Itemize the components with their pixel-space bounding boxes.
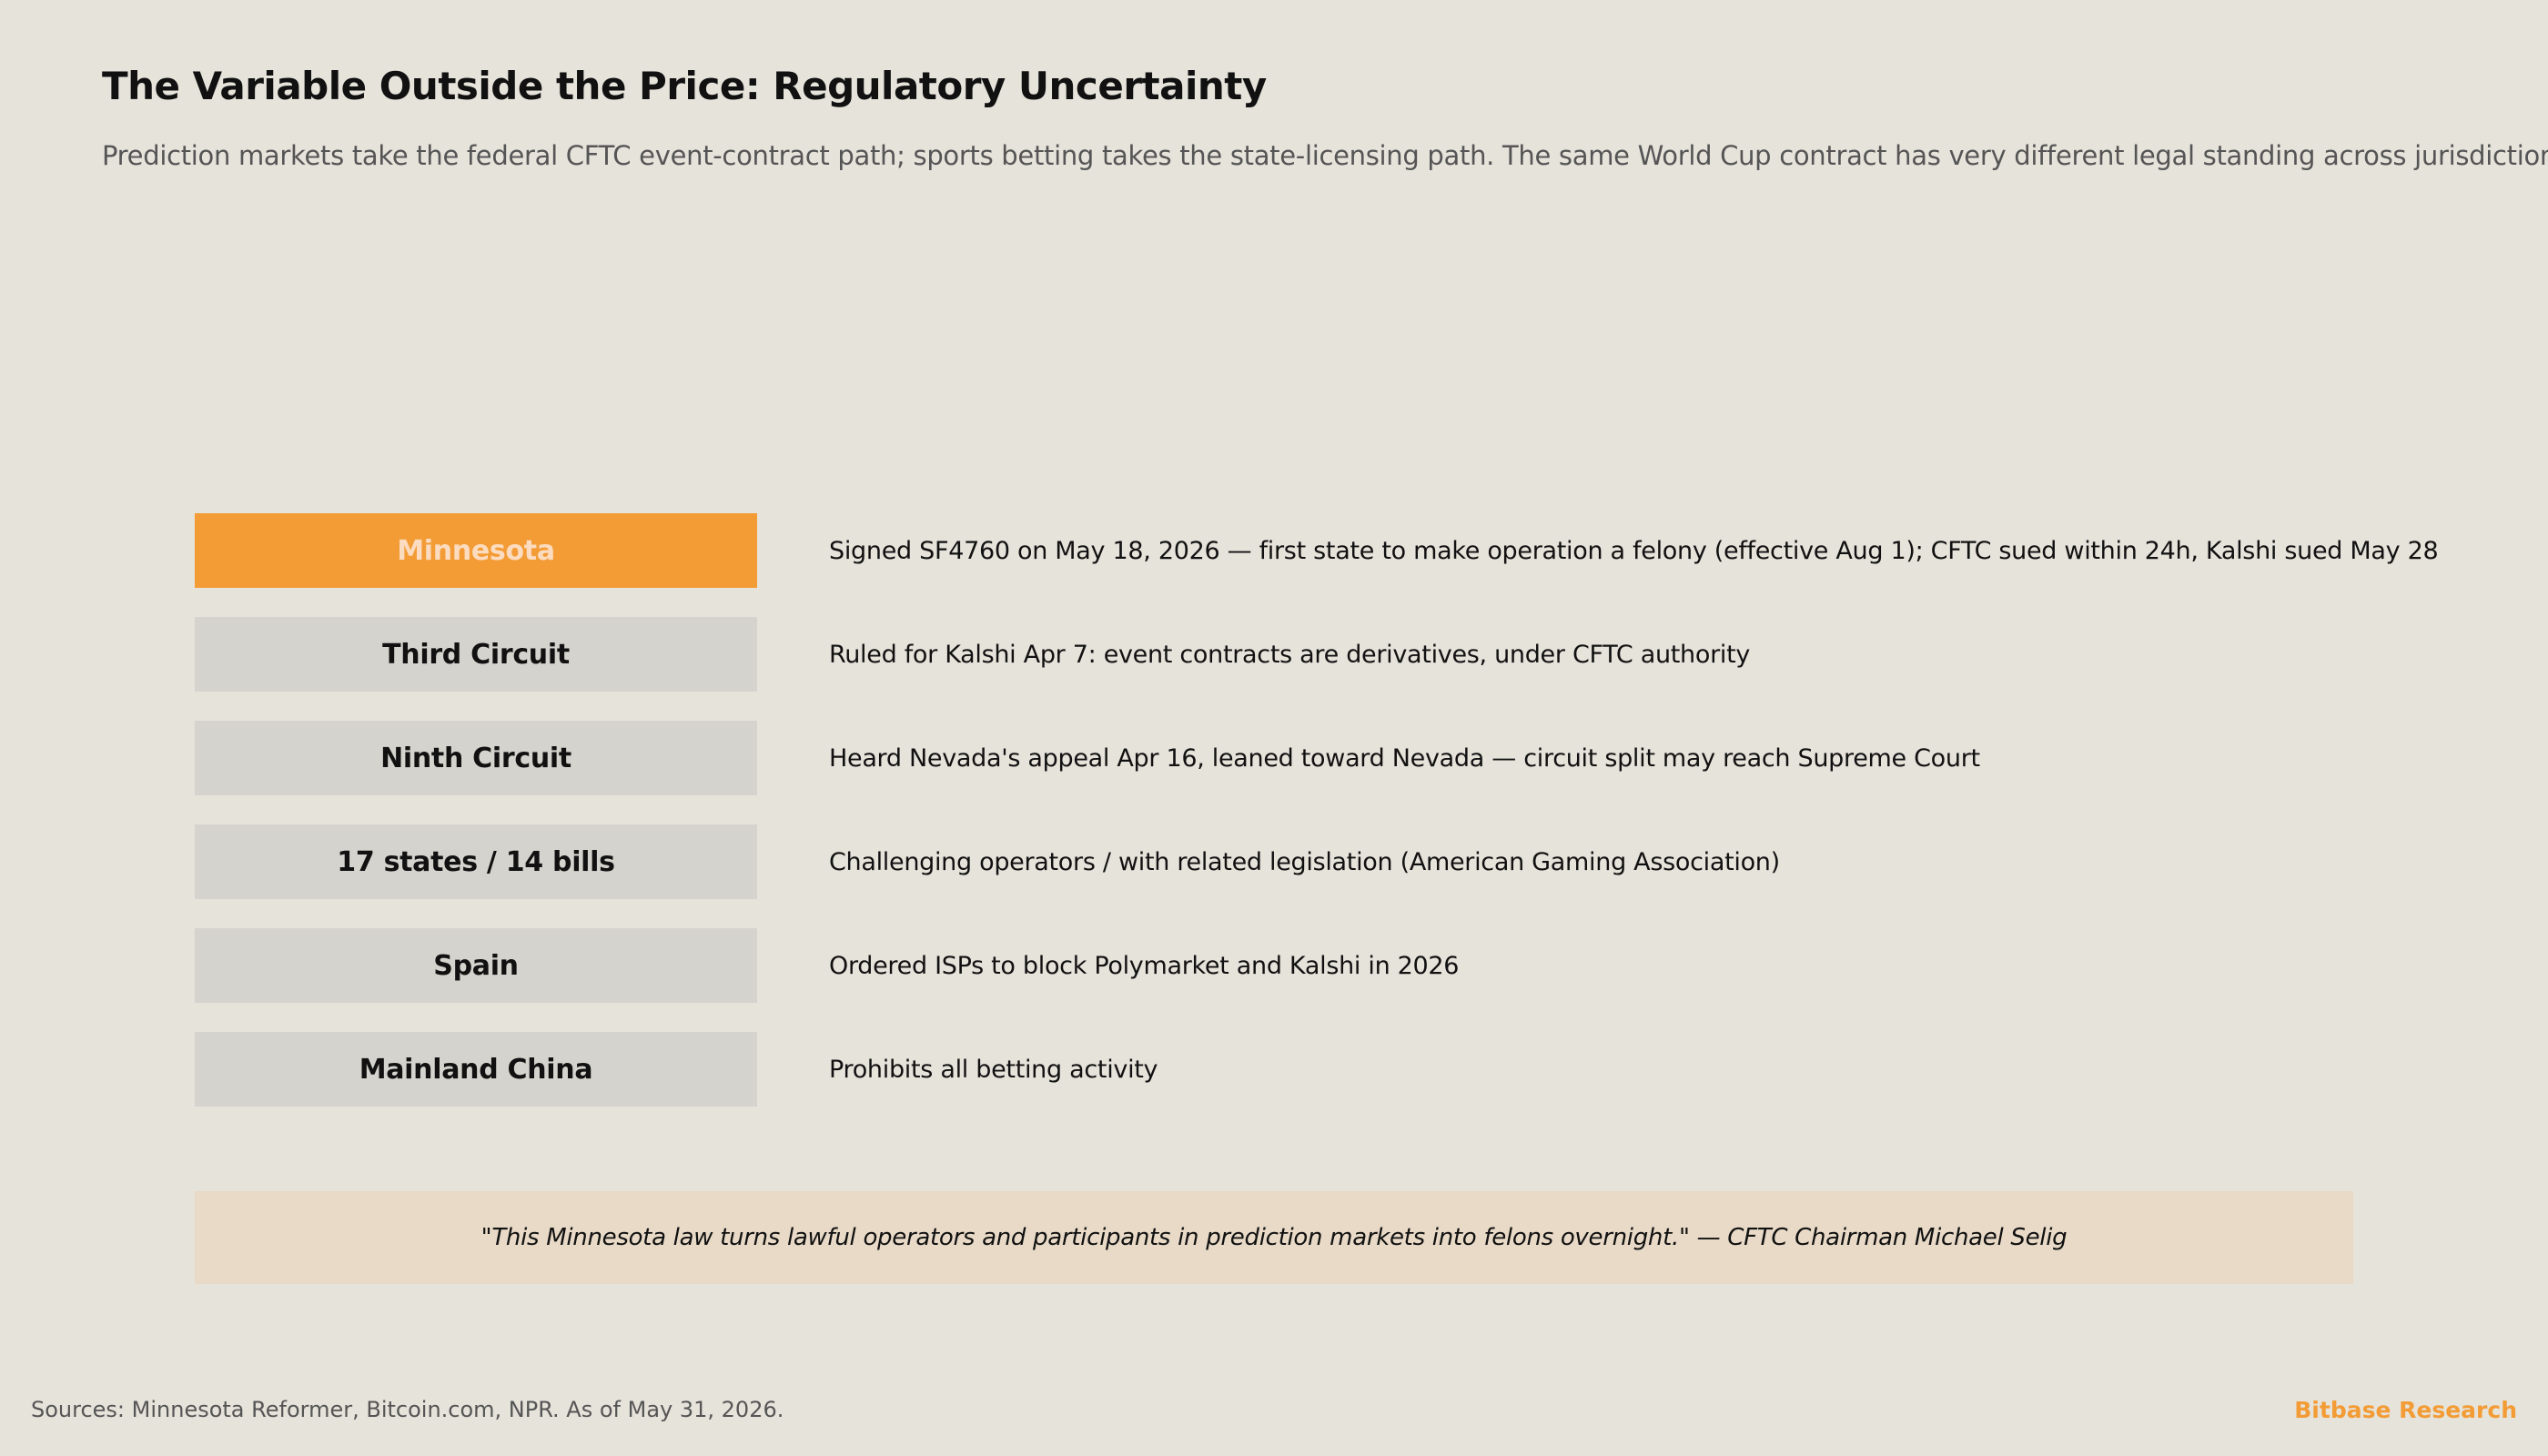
subtitle: Prediction markets take the federal CFTC… <box>102 140 2548 171</box>
row-description: Heard Nevada's appeal Apr 16, leaned tow… <box>829 743 1980 773</box>
brand: Bitbase Research <box>2294 1397 2517 1423</box>
row-label: Mainland China <box>195 1032 757 1107</box>
row: Ninth Circuit Heard Nevada's appeal Apr 1… <box>195 721 2379 795</box>
row-description: Challenging operators / with related leg… <box>829 847 1780 876</box>
row-label: Third Circuit <box>195 617 757 692</box>
row-label: 17 states / 14 bills <box>195 824 757 899</box>
row-label: Spain <box>195 928 757 1003</box>
row: 17 states / 14 bills Challenging operator… <box>195 824 2379 899</box>
row: Spain Ordered ISPs to block Polymarket an… <box>195 928 2379 1003</box>
row-label: Minnesota <box>195 513 757 588</box>
row-description: Prohibits all betting activity <box>829 1055 1158 1084</box>
title: The Variable Outside the Price: Regulato… <box>102 64 1267 108</box>
jurisdiction-list: Minnesota Signed SF4760 on May 18, 2026 —… <box>195 513 2439 1136</box>
row: Mainland China Prohibits all betting acti… <box>195 1032 2379 1107</box>
row-description: Ordered ISPs to block Polymarket and Kal… <box>829 951 1460 980</box>
row-description: Signed SF4760 on May 18, 2026 — first st… <box>829 536 2439 565</box>
sources: Sources: Minnesota Reformer, Bitcoin.com… <box>31 1397 784 1422</box>
row: Third Circuit Ruled for Kalshi Apr 7: eve… <box>195 617 2379 692</box>
row: Minnesota Signed SF4760 on May 18, 2026 —… <box>195 513 2439 588</box>
quote: "This Minnesota law turns lawful operato… <box>195 1191 2353 1284</box>
row-description: Ruled for Kalshi Apr 7: event contracts … <box>829 640 1751 669</box>
row-label: Ninth Circuit <box>195 721 757 795</box>
